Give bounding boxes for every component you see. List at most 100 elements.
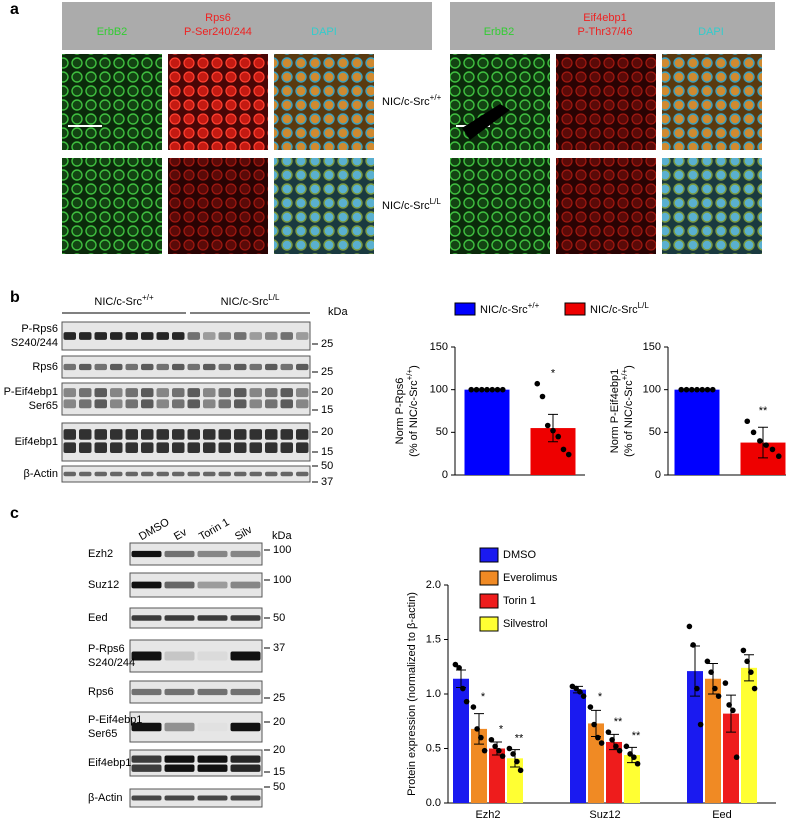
blot-band — [141, 399, 154, 409]
channel-label: P-Thr37/46 — [577, 26, 632, 38]
blot-band — [249, 363, 262, 371]
blot-band — [164, 764, 195, 772]
blot-band — [203, 363, 216, 371]
significance: ** — [632, 730, 641, 742]
data-point — [704, 386, 711, 393]
data-point — [489, 386, 496, 393]
significance: * — [481, 691, 486, 703]
y-axis-label-sup: +/+ — [405, 369, 414, 381]
data-point — [595, 734, 601, 741]
data-point — [678, 386, 685, 393]
error-bar — [744, 654, 754, 682]
blot-band — [172, 332, 185, 340]
data-point — [683, 386, 690, 393]
marker-label: 15 — [321, 404, 333, 416]
micrograph — [556, 158, 656, 254]
blot-band — [172, 471, 185, 477]
data-point — [587, 704, 594, 710]
data-point — [474, 726, 480, 732]
data-point — [769, 446, 776, 453]
channel-label: Rps6 — [205, 12, 231, 24]
x-tick-label: Eed — [712, 809, 732, 819]
data-point — [605, 729, 612, 735]
data-point — [634, 760, 641, 767]
data-point — [577, 689, 583, 695]
header-bar — [62, 2, 432, 50]
lane-label: Ev — [172, 526, 190, 543]
data-point — [686, 623, 693, 630]
blot — [129, 607, 263, 629]
data-point — [613, 743, 619, 750]
data-point — [623, 743, 630, 750]
blot-band — [79, 471, 92, 477]
blot-label: Ser65 — [88, 728, 117, 740]
blot-band — [218, 388, 231, 398]
blot-band — [280, 471, 293, 477]
blot-band — [203, 332, 216, 340]
legend-label-text: NIC/c-Src — [590, 304, 638, 316]
blot-band — [203, 442, 216, 454]
marker-label: 25 — [321, 366, 333, 378]
legend-label: Everolimus — [503, 572, 558, 584]
blot-band — [79, 388, 92, 398]
blot-band — [265, 388, 278, 398]
data-point — [591, 721, 597, 728]
blot-band — [172, 388, 185, 398]
group-label-text: NIC/c-Src — [221, 296, 269, 308]
data-point — [478, 386, 485, 393]
blot-band — [131, 722, 162, 732]
panel-label: b — [10, 289, 20, 306]
blot-band — [131, 795, 162, 801]
micrograph — [450, 158, 550, 254]
blot-band — [230, 688, 261, 696]
data-point — [492, 743, 498, 750]
blot-band — [187, 442, 200, 454]
blot-band — [63, 332, 76, 340]
data-point — [750, 429, 757, 436]
data-point — [496, 747, 502, 754]
blot-band — [131, 764, 162, 772]
data-point — [488, 736, 495, 743]
legend-label-sup: L/L — [638, 301, 650, 310]
blot-band — [234, 471, 247, 477]
blot-band — [198, 723, 228, 731]
blot-band — [234, 399, 247, 409]
blot-band — [125, 332, 138, 340]
data-point — [609, 736, 615, 743]
y-axis-label-text: (% of NIC/c-Src — [623, 380, 635, 457]
legend-label: NIC/c-SrcL/L — [590, 301, 649, 316]
blot-band — [131, 651, 162, 661]
legend-label: DMSO — [503, 549, 536, 561]
bar — [741, 667, 757, 803]
group-label: NIC/c-Src+/+ — [94, 293, 154, 308]
lane-label: DMSO — [137, 516, 172, 543]
blot-band — [203, 399, 216, 409]
significance: * — [499, 724, 504, 736]
blot-band — [234, 442, 247, 454]
legend-label: NIC/c-Src+/+ — [480, 301, 540, 316]
bar — [705, 678, 721, 803]
blot-band — [203, 388, 216, 398]
data-point — [744, 418, 751, 425]
blot-band — [218, 363, 231, 371]
data-point — [494, 386, 501, 393]
legend-label-text: NIC/c-Src — [480, 304, 528, 316]
marker-label: 15 — [321, 446, 333, 458]
channel-label: ErbB2 — [97, 26, 128, 38]
blot-band — [234, 363, 247, 371]
blot-band — [156, 442, 169, 454]
marker-label: 15 — [273, 766, 285, 778]
blot-band — [110, 388, 123, 398]
legend-swatch — [564, 302, 586, 316]
blot-band — [280, 442, 293, 454]
blot-band — [230, 755, 261, 763]
unit-label: kDa — [272, 530, 292, 542]
blot-band — [249, 399, 262, 409]
blot-band — [203, 429, 216, 440]
blot-band — [230, 795, 261, 801]
data-point — [573, 685, 579, 692]
blot-label: β-Actin — [88, 792, 122, 804]
blot-band — [63, 442, 76, 454]
legend-label: Torin 1 — [503, 595, 536, 607]
